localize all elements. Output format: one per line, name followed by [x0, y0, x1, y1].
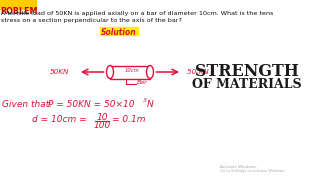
- Text: P = 50KN = 50×10: P = 50KN = 50×10: [48, 100, 134, 109]
- Bar: [100, 27, 138, 35]
- Text: Go to Settings to activate Windows.: Go to Settings to activate Windows.: [220, 169, 286, 173]
- Text: OF MATERIALS: OF MATERIALS: [192, 78, 302, 91]
- Text: 50 KN: 50 KN: [187, 69, 209, 75]
- Text: d = 10cm =: d = 10cm =: [32, 115, 87, 124]
- Bar: [0, 0, 36, 9]
- FancyBboxPatch shape: [110, 66, 150, 78]
- Text: 10: 10: [96, 113, 108, 122]
- Text: stress on a section perpendicular to the axis of the bar?: stress on a section perpendicular to the…: [1, 18, 182, 23]
- Text: 100: 100: [93, 122, 111, 130]
- Text: Solution: Solution: [101, 28, 137, 37]
- Text: Bar: Bar: [137, 80, 148, 86]
- Ellipse shape: [147, 66, 154, 78]
- Text: A tensile load of 50KN is applied axially on a bar of diameter 10cm. What is the: A tensile load of 50KN is applied axiall…: [1, 11, 273, 16]
- Ellipse shape: [107, 66, 114, 78]
- Text: Activate Windows: Activate Windows: [220, 165, 257, 169]
- Text: STRENGTH: STRENGTH: [195, 63, 299, 80]
- Text: ROBLEM: ROBLEM: [1, 7, 38, 16]
- Text: 10cm: 10cm: [124, 69, 140, 73]
- Text: N: N: [147, 100, 154, 109]
- Text: 50KN: 50KN: [50, 69, 70, 75]
- Text: 3: 3: [143, 98, 147, 102]
- Text: = 0.1m: = 0.1m: [112, 115, 146, 124]
- Text: Given that:: Given that:: [2, 100, 52, 109]
